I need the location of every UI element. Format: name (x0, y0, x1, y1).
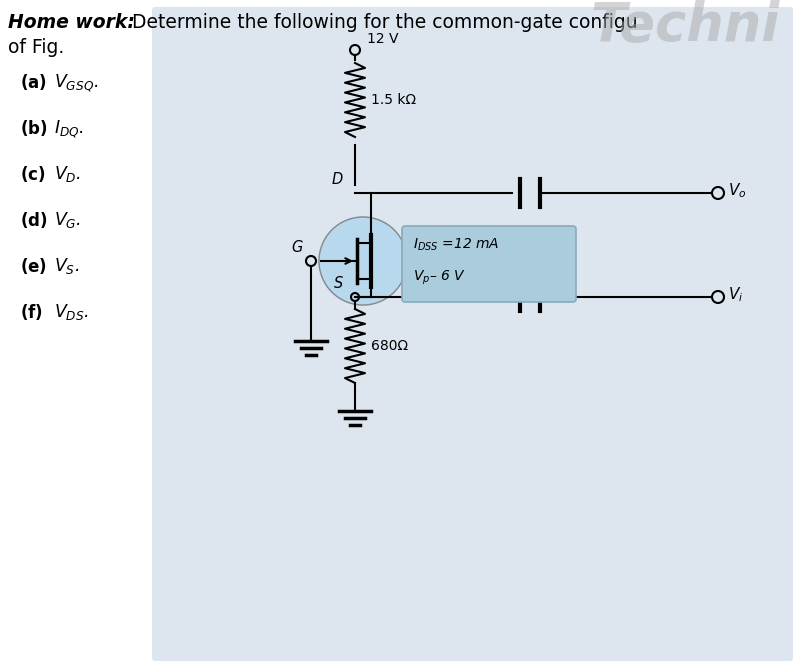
FancyBboxPatch shape (402, 226, 576, 302)
Text: $I_{DSS}$ =12 mA: $I_{DSS}$ =12 mA (413, 237, 499, 253)
Text: S: S (334, 276, 343, 291)
Text: D: D (332, 172, 343, 187)
Text: $V_o$: $V_o$ (728, 182, 746, 200)
Text: $V_p$– 6 V: $V_p$– 6 V (413, 269, 466, 287)
Text: $V_{GSQ}$.: $V_{GSQ}$. (54, 72, 98, 94)
Text: Home work:: Home work: (8, 13, 135, 32)
FancyBboxPatch shape (152, 7, 793, 661)
Text: 680Ω: 680Ω (371, 339, 408, 353)
Text: $V_i$: $V_i$ (728, 286, 743, 305)
Text: G: G (292, 240, 303, 255)
Text: $V_G$.: $V_G$. (54, 210, 81, 230)
Text: $\bf{(d)}$: $\bf{(d)}$ (20, 210, 48, 230)
Text: $V_S$.: $V_S$. (54, 256, 79, 276)
Text: $\bf{(b)}$: $\bf{(b)}$ (20, 118, 48, 138)
Text: Determine the following for the common-gate configu: Determine the following for the common-g… (126, 13, 638, 32)
Circle shape (319, 217, 407, 305)
Text: 1.5 kΩ: 1.5 kΩ (371, 93, 416, 107)
Text: $V_D$.: $V_D$. (54, 164, 81, 184)
Text: Techni: Techni (590, 0, 779, 52)
Text: $\bf{(c)}$: $\bf{(c)}$ (20, 164, 46, 184)
Text: $I_{DQ}$.: $I_{DQ}$. (54, 118, 84, 140)
Text: $\bf{(f)}$: $\bf{(f)}$ (20, 302, 43, 322)
Text: 12 V: 12 V (367, 32, 398, 46)
Text: $\bf{(e)}$: $\bf{(e)}$ (20, 256, 47, 276)
Text: $V_{DS}$.: $V_{DS}$. (54, 302, 89, 322)
Text: $\bf{(a)}$: $\bf{(a)}$ (20, 72, 47, 92)
Text: of Fig.: of Fig. (8, 38, 64, 57)
